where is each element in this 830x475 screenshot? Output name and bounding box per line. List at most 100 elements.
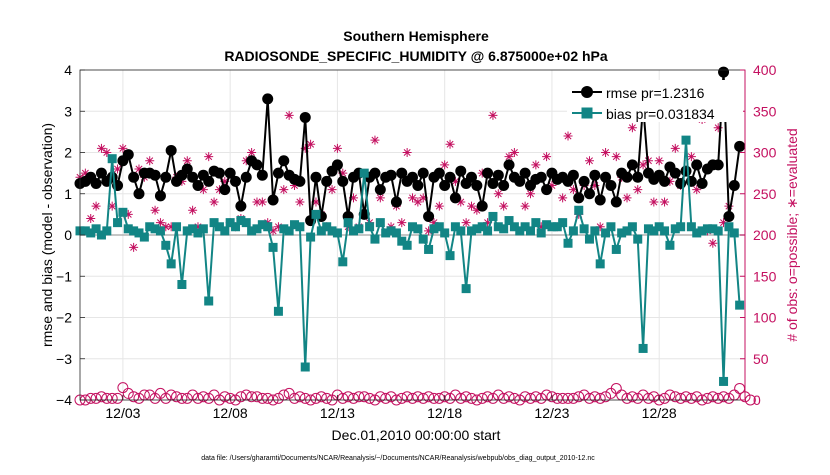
rmse-point: [439, 180, 451, 191]
bias-point: [220, 226, 230, 236]
obs-evaluated-point: [300, 143, 310, 153]
y-right-tick-label: 0: [753, 392, 761, 408]
bias-point: [139, 232, 149, 242]
bias-point: [729, 228, 739, 238]
rmse-point: [718, 66, 730, 78]
obs-evaluated-point: [86, 214, 96, 223]
bias-point: [654, 222, 664, 232]
bias-point: [268, 242, 278, 252]
rmse-point: [632, 171, 644, 183]
bias-point: [509, 222, 519, 232]
y-left-tick-label: −2: [56, 310, 72, 326]
rmse-point: [251, 159, 263, 171]
obs-possible-point: [235, 391, 247, 403]
obs-evaluated-point: [166, 222, 176, 232]
rmse-point: [696, 177, 708, 189]
bias-point: [129, 226, 139, 236]
obs-evaluated-point: [118, 143, 128, 153]
y-right-tick-label: 100: [753, 310, 777, 326]
rmse-point: [256, 169, 268, 181]
axis-layer: 12/03 12/08 12/13 12/18 12/23 12/28 −4 −3 −2 −1 0 1…: [56, 62, 777, 421]
obs-evaluated-point: [686, 152, 696, 162]
obs-possible-point: [251, 391, 263, 403]
y-right-tick-label: 300: [753, 145, 777, 161]
bias-point: [590, 226, 600, 236]
obs-possible-point: [272, 392, 284, 404]
bias-point: [391, 228, 401, 238]
bias-point: [665, 240, 675, 250]
obs-possible-point: [407, 392, 418, 404]
obs-evaluated-point: [504, 152, 514, 162]
bias-point: [724, 222, 734, 232]
bias-point: [708, 224, 718, 234]
bias-point: [622, 226, 632, 236]
bias-point: [649, 226, 659, 236]
y-right-tick-label: 50: [753, 351, 769, 367]
rmse-point: [471, 180, 483, 191]
rmse-point: [476, 200, 488, 212]
obs-possible-point: [90, 392, 102, 404]
obs-evaluated-point: [708, 238, 718, 248]
obs-evaluated-point: [129, 242, 139, 252]
obs-possible-point: [385, 391, 397, 403]
obs-evaluated-point: [611, 152, 621, 162]
bias-point: [676, 222, 686, 232]
obs-possible-point: [482, 391, 494, 403]
obs-possible-point: [535, 392, 547, 404]
rmse-point: [680, 165, 692, 177]
obs-evaluated-point: [450, 176, 460, 186]
bias-point: [290, 220, 300, 230]
x-tick-label: 12/03: [105, 405, 140, 421]
obs-possible-point: [122, 387, 134, 399]
obs-evaluated-point: [466, 201, 476, 211]
obs-evaluated-point: [80, 168, 90, 178]
y-right-tick-label: 350: [753, 103, 777, 119]
rmse-point: [433, 167, 445, 179]
obs-evaluated-point: [107, 201, 117, 211]
obs-evaluated-point: [252, 197, 262, 207]
bias-point: [118, 207, 128, 217]
bias-point: [552, 222, 562, 232]
bias-point: [461, 284, 471, 294]
rmse-point: [374, 184, 386, 196]
bias-point: [466, 226, 476, 236]
rmse-point: [390, 196, 402, 208]
obs-possible-point: [262, 392, 274, 404]
obs-possible-point: [557, 392, 569, 404]
obs-evaluated-point: [290, 181, 300, 190]
obs-evaluated-point: [493, 189, 503, 199]
obs-evaluated-point: [182, 156, 192, 166]
rmse-point: [181, 163, 193, 175]
rmse-point: [589, 169, 601, 181]
bias-point: [80, 226, 90, 236]
rmse-point: [734, 140, 746, 152]
obs-evaluated-point: [461, 218, 471, 228]
rmse-point: [412, 180, 424, 191]
rmse-point: [128, 171, 140, 183]
bias-point: [520, 222, 530, 232]
obs-evaluated-point: [408, 193, 417, 203]
bias-point: [611, 244, 621, 254]
rmse-point: [310, 171, 322, 183]
obs-evaluated-point: [654, 156, 664, 166]
bias-point: [477, 222, 487, 232]
obs-possible-point: [315, 391, 327, 403]
rmse-point: [165, 144, 177, 156]
x-tick-label: 12/18: [427, 405, 462, 421]
chart-subtitle: RADIOSONDE_SPECIFIC_HUMIDITY @ 6.875000e…: [224, 48, 608, 64]
y-left-tick-label: 0: [64, 227, 72, 243]
rmse-point: [578, 175, 590, 187]
rmse-point: [691, 159, 703, 171]
rmse-point: [600, 171, 612, 183]
rmse-point: [203, 175, 215, 187]
rmse-point: [187, 171, 199, 183]
bias-point: [311, 209, 321, 219]
obs-evaluated-point: [601, 148, 611, 157]
bias-point: [381, 228, 391, 238]
obs-possible-point: [401, 391, 413, 403]
rmse-point: [492, 169, 504, 181]
legend-rmse-label: rmse pr=1.2316: [606, 85, 705, 101]
bias-point: [418, 234, 428, 244]
bias-point: [193, 228, 203, 238]
bias-point: [209, 218, 219, 228]
